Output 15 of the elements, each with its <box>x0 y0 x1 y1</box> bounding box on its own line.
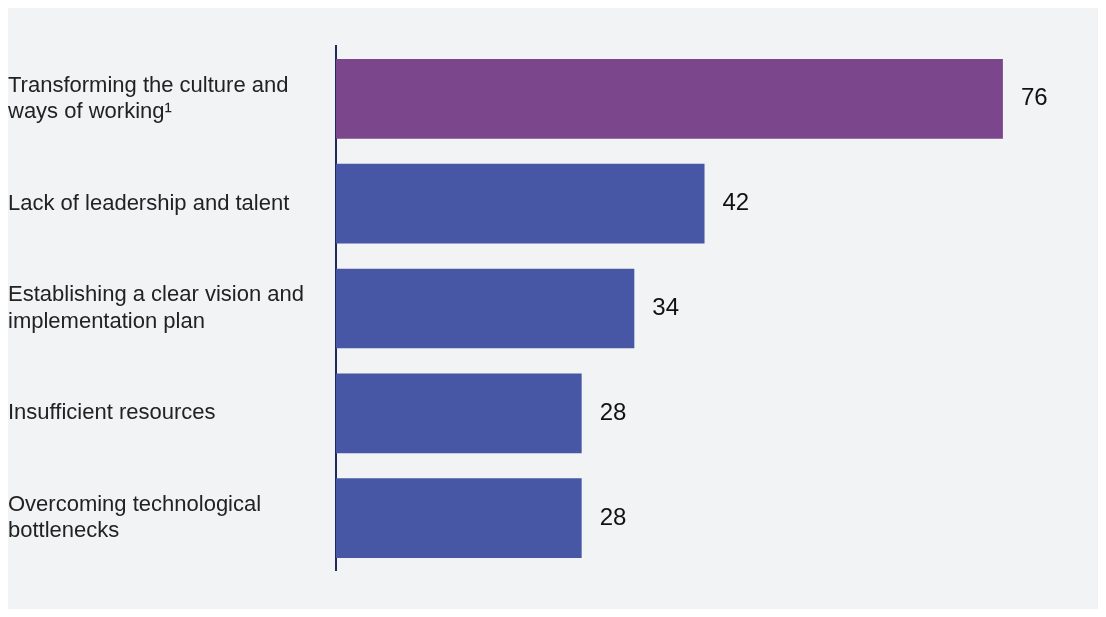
data-label: 28 <box>599 502 627 530</box>
bar <box>335 58 1003 139</box>
y-tick-label: Lack of leadership and talent <box>8 189 290 215</box>
data-label: 34 <box>652 293 680 321</box>
y-tick-label: Transforming the culture and ways of working¹ <box>7 71 289 124</box>
y-tick-label: Overcoming technological bottlenecks <box>8 491 262 543</box>
y-tick-label: Insufficient resources <box>8 399 216 425</box>
bar <box>335 163 705 244</box>
bar <box>335 373 582 454</box>
data-label: 76 <box>1020 83 1048 111</box>
data-label: 42 <box>722 188 750 216</box>
bar <box>335 268 635 349</box>
bar <box>335 478 582 559</box>
data-label: 28 <box>599 397 627 425</box>
y-tick-label: Establishing a clear vision and implementation plan <box>8 281 304 333</box>
